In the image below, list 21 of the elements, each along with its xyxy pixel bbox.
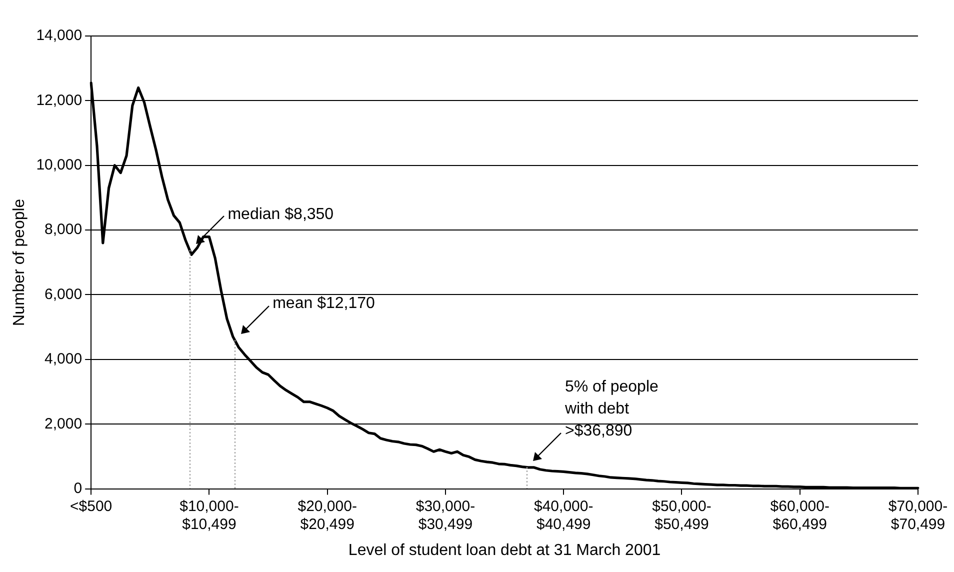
x-axis-title: Level of student loan debt at 31 March 2001	[348, 542, 661, 559]
x-tick-label: $40,000-$40,499	[534, 498, 594, 533]
y-tick-label: 8,000	[44, 221, 82, 238]
x-tick-label: <$500	[70, 498, 112, 515]
x-tick-label: $10,000-$10,499	[180, 498, 239, 533]
annotation: mean $12,170	[272, 295, 376, 312]
y-tick-label: 12,000	[36, 92, 82, 109]
x-tick-label: $30,000-$30,499	[416, 498, 476, 533]
y-tick-label: 14,000	[36, 27, 82, 44]
y-tick-label: 10,000	[36, 156, 82, 174]
annotation: 5% of people with debt >$36,890	[564, 378, 658, 440]
x-tick-label: $50,000-$50,499	[652, 498, 712, 533]
y-tick-label: 4,000	[44, 350, 82, 368]
y-tick-label: 0	[74, 480, 82, 497]
y-tick-label: 2,000	[44, 415, 82, 432]
y-tick-label: 6,000	[44, 286, 82, 303]
y-axis-title: Number of people	[11, 198, 28, 326]
x-tick-label: $60,000-$60,499	[770, 498, 830, 533]
annotation: median $8,350	[228, 206, 334, 223]
x-tick-label: $20,000-$20,499	[298, 498, 357, 533]
x-tick-label: $70,000-$70,499	[888, 498, 948, 533]
